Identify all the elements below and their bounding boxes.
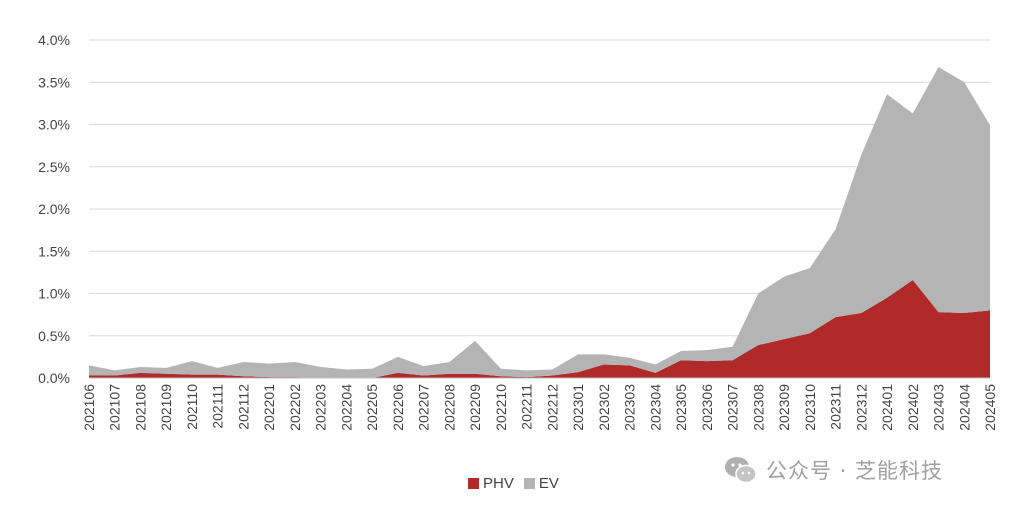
legend-item-phv: PHV — [468, 475, 514, 492]
area-series-phv — [89, 279, 990, 378]
y-tick-label: 0.0% — [38, 370, 70, 386]
x-tick-label: 202401 — [879, 384, 895, 431]
legend-swatch-phv — [468, 478, 479, 489]
x-tick-label: 202303 — [622, 384, 638, 431]
x-tick-label: 202106 — [81, 384, 97, 431]
x-tick-label: 202405 — [982, 384, 998, 431]
x-tick-label: 202404 — [956, 384, 972, 431]
x-tick-label: 202112 — [235, 384, 251, 430]
x-tick-label: 202109 — [158, 384, 174, 431]
x-tick-label: 202211 — [519, 384, 535, 430]
x-tick-label: 202110 — [184, 384, 200, 430]
x-tick-label: 202209 — [467, 384, 483, 431]
x-tick-label: 202305 — [673, 384, 689, 431]
area-series-ev — [89, 67, 990, 378]
legend-label-phv: PHV — [483, 475, 514, 492]
watermark-text: 公众号 · 芝能科技 — [766, 459, 944, 483]
x-tick-label: 202204 — [338, 384, 354, 431]
legend-item-ev: EV — [523, 475, 559, 492]
x-tick-label: 202205 — [364, 384, 380, 431]
x-tick-label: 202306 — [699, 384, 715, 431]
x-axis-tick-labels: 202106 202107 202108 202109 202110 202111 2021… — [81, 384, 998, 431]
x-tick-label: 202203 — [313, 384, 329, 431]
y-axis-tick-labels: 0.0% 0.5% 1.0% 1.5% 2.0% 2.5% 3.0% 3.5% 4.0% — [38, 32, 70, 386]
y-tick-label: 2.5% — [38, 159, 70, 175]
y-tick-label: 2.0% — [38, 201, 70, 217]
y-tick-label: 0.5% — [38, 328, 70, 344]
x-tick-label: 202310 — [802, 384, 818, 431]
x-tick-label: 202301 — [570, 384, 586, 431]
legend-label-ev: EV — [538, 475, 559, 492]
y-tick-label: 3.0% — [38, 117, 70, 133]
y-tick-label: 3.5% — [38, 74, 70, 90]
gridlines — [89, 39, 990, 337]
x-tick-label: 202208 — [441, 384, 457, 431]
x-tick-label: 202308 — [750, 384, 766, 431]
x-tick-label: 202207 — [416, 384, 432, 431]
y-tick-label: 1.5% — [38, 243, 70, 259]
x-tick-label: 202206 — [390, 384, 406, 431]
chart-legend: PHV EV — [468, 475, 569, 492]
x-tick-label: 202111 — [210, 384, 226, 429]
x-tick-label: 202402 — [905, 384, 921, 431]
x-tick-label: 202403 — [931, 384, 947, 431]
x-tick-label: 202312 — [853, 384, 869, 431]
x-tick-label: 202108 — [132, 384, 148, 431]
watermark: 公众号 · 芝能科技 — [724, 455, 943, 485]
x-tick-label: 202212 — [544, 384, 560, 431]
x-tick-label: 202307 — [725, 384, 741, 431]
x-tick-label: 202311 — [828, 384, 844, 430]
area-series — [89, 67, 990, 378]
x-tick-label: 202210 — [493, 384, 509, 431]
x-tick-label: 202202 — [287, 384, 303, 431]
x-tick-label: 202302 — [596, 384, 612, 431]
x-tick-label: 202201 — [261, 384, 277, 431]
y-tick-label: 1.0% — [38, 286, 70, 302]
x-tick-label: 202304 — [647, 384, 663, 431]
x-tick-label: 202309 — [776, 384, 792, 431]
x-tick-label: 202107 — [107, 384, 123, 431]
wechat-icon — [725, 457, 757, 484]
legend-swatch-ev — [523, 478, 535, 489]
y-tick-label: 4.0% — [38, 32, 70, 48]
